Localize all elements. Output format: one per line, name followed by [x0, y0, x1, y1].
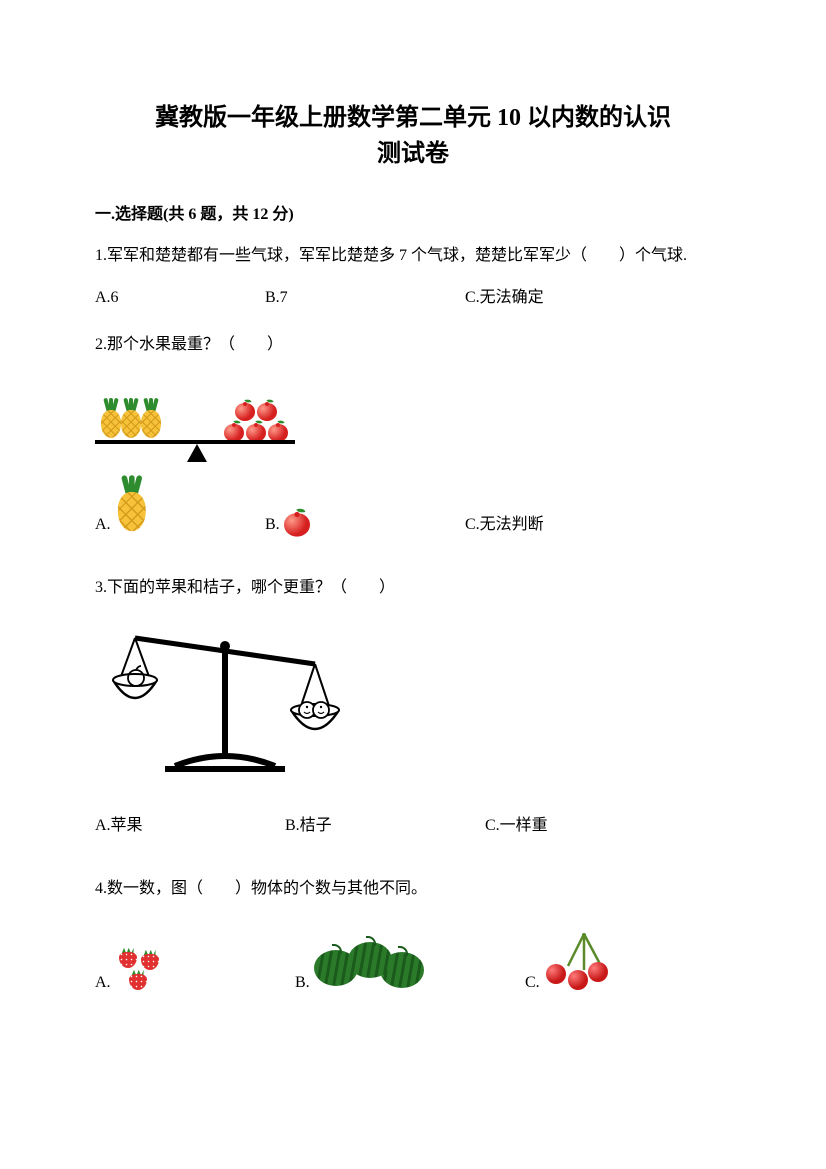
q2-option-a: A.: [95, 492, 265, 534]
q2-option-c: C.无法判断: [465, 510, 544, 534]
apple-icon: [268, 420, 288, 440]
title-line-1: 冀教版一年级上册数学第二单元 10 以内数的认识: [95, 100, 731, 136]
q2-figure: [95, 372, 731, 462]
q1-option-b: B.7: [265, 289, 465, 307]
q3-figure: [95, 616, 731, 781]
option-label: A.: [95, 516, 111, 534]
q4-option-c: C.: [525, 932, 614, 992]
q2-option-b: B.: [265, 514, 465, 534]
worksheet-page: 冀教版一年级上册数学第二单元 10 以内数的认识 测试卷 一.选择题(共 6 题…: [0, 0, 826, 1169]
q3-option-b: B.桔子: [285, 811, 485, 835]
scale-right-pan: [221, 399, 291, 440]
q2-options: A. B. C.无法判断: [95, 492, 731, 534]
q1-text: 1.军军和楚楚都有一些气球，军军比楚楚多 7 个气球，楚楚比军军少（ ）个气球.: [95, 242, 731, 269]
q3-text: 3.下面的苹果和桔子，哪个更重？（ ）: [95, 574, 731, 601]
page-title: 冀教版一年级上册数学第二单元 10 以内数的认识 测试卷: [95, 100, 731, 172]
strawberries-icon: [115, 948, 165, 992]
option-label: C.: [525, 974, 540, 992]
balance-lineart-icon: [95, 616, 355, 776]
q4-option-b: B.: [295, 942, 525, 992]
pineapple-icon: [139, 398, 163, 440]
q3-option-a: A.苹果: [95, 811, 285, 835]
scale-left-pan: [99, 398, 159, 440]
scale-fulcrum: [187, 444, 207, 462]
pineapple-icon: [115, 476, 149, 535]
apple-icon: [224, 420, 244, 440]
apple-icon: [235, 399, 255, 419]
balance-scale-icon: [95, 372, 295, 462]
option-label: B.: [295, 974, 310, 992]
q1-option-a: A.6: [95, 289, 265, 307]
q1-options: A.6 B.7 C.无法确定: [95, 283, 731, 307]
title-line-2: 测试卷: [95, 136, 731, 172]
cherries-icon: [544, 932, 614, 992]
q3-option-c: C.一样重: [485, 811, 548, 835]
q1-option-c: C.无法确定: [465, 283, 544, 307]
q3-options: A.苹果 B.桔子 C.一样重: [95, 811, 731, 835]
apple-icon: [246, 420, 266, 440]
option-label: A.: [95, 974, 111, 992]
q4-options: A. B. C.: [95, 932, 731, 992]
q4-text: 4.数一数，图（ ）物体的个数与其他不同。: [95, 875, 731, 902]
option-label: B.: [265, 516, 280, 534]
apple-icon: [284, 508, 310, 534]
q4-option-a: A.: [95, 948, 295, 992]
apple-icon: [257, 399, 277, 419]
q2-text: 2.那个水果最重？（ ）: [95, 331, 731, 358]
section-1-header: 一.选择题(共 6 题，共 12 分): [95, 200, 731, 224]
watermelons-icon: [314, 942, 424, 992]
